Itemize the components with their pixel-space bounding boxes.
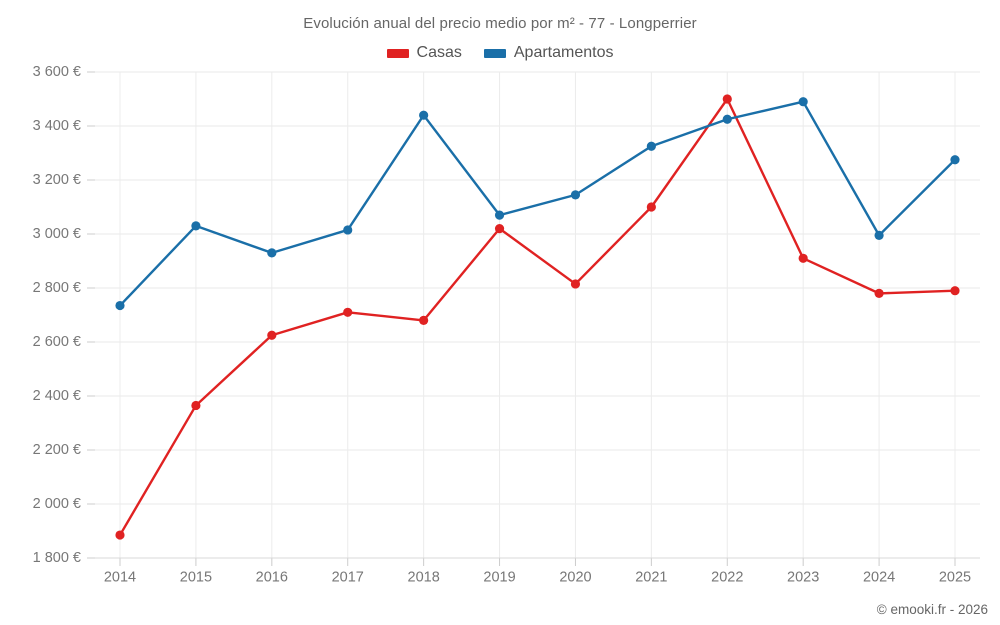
series-line-casas [118, 97, 957, 537]
data-point-apartamentos-2023[interactable] [798, 97, 808, 107]
data-point-apartamentos-2014[interactable] [115, 300, 125, 311]
x-tick-label: 2022 [711, 570, 743, 586]
data-point-apartamentos-2018[interactable] [419, 110, 429, 120]
x-tick-label: 2019 [483, 570, 515, 586]
data-point-apartamentos-2016[interactable] [267, 248, 277, 258]
series-layer [115, 94, 960, 540]
x-tick-label: 2021 [635, 570, 667, 586]
data-point-apartamentos-2024[interactable] [874, 230, 884, 240]
legend-swatch-apartamentos [483, 48, 506, 58]
data-point-casas-2019[interactable] [494, 224, 505, 234]
data-point-apartamentos-2019[interactable] [494, 210, 505, 220]
y-tick-label: 3 600 € [33, 64, 81, 80]
data-point-apartamentos-2021[interactable] [646, 141, 656, 151]
footer-credit: © emooki.fr - 2026 [876, 602, 988, 617]
x-tick-label: 2018 [408, 570, 440, 586]
data-point-casas-2017[interactable] [343, 307, 353, 317]
data-point-casas-2023[interactable] [798, 253, 808, 263]
y-tick-label: 2 400 € [33, 388, 81, 404]
x-tick-label: 2016 [256, 570, 288, 586]
x-tick-label: 2024 [863, 570, 895, 586]
data-point-apartamentos-2020[interactable] [570, 190, 581, 200]
y-tick-label: 2 000 € [33, 496, 81, 512]
y-tick-label: 2 200 € [33, 442, 81, 458]
series-line-apartamentos [118, 100, 957, 307]
data-point-apartamentos-2022[interactable] [722, 114, 732, 124]
chart-title: Evolución anual del precio medio por m² … [303, 15, 697, 32]
axis-layer [87, 71, 980, 566]
data-point-apartamentos-2017[interactable] [343, 225, 353, 235]
x-tick-label: 2014 [104, 570, 136, 586]
data-point-casas-2020[interactable] [570, 279, 581, 289]
y-tick-label: 3 200 € [33, 172, 81, 188]
legend-label-casas: Casas [416, 44, 462, 61]
data-point-casas-2016[interactable] [267, 330, 277, 340]
grid-layer [95, 71, 980, 559]
data-point-casas-2021[interactable] [646, 202, 656, 212]
y-tick-label: 3 000 € [33, 226, 81, 242]
data-point-casas-2015[interactable] [191, 400, 201, 411]
y-tick-label: 2 600 € [33, 334, 81, 350]
data-point-casas-2018[interactable] [419, 315, 429, 325]
x-tick-label: 2017 [332, 570, 364, 586]
x-axis-labels: 2014 2015 2016 2017 2018 2019 2020 2021 2022 2023… [104, 570, 971, 586]
x-tick-label: 2020 [559, 570, 591, 586]
x-tick-label: 2023 [787, 570, 819, 586]
legend-label-apartamentos: Apartamentos [513, 44, 614, 61]
y-tick-label: 2 800 € [33, 280, 81, 296]
data-point-casas-2024[interactable] [874, 288, 884, 298]
x-tick-label: 2015 [180, 570, 212, 586]
y-tick-label: 1 800 € [33, 550, 81, 566]
data-point-apartamentos-2015[interactable] [191, 221, 201, 231]
y-tick-label: 3 400 € [33, 118, 81, 134]
x-tick-label: 2025 [939, 570, 971, 586]
legend-item-apartamentos[interactable]: Apartamentos [483, 44, 614, 62]
data-point-apartamentos-2025[interactable] [950, 155, 960, 165]
y-axis-labels: 1 800 € 2 000 € 2 200 € 2 400 € 2 600 € 2 800… [33, 64, 81, 566]
data-point-casas-2025[interactable] [950, 286, 960, 296]
data-point-casas-2022[interactable] [722, 94, 732, 104]
legend-item-casas[interactable]: Casas [386, 44, 462, 62]
chart-legend: Casas Apartamentos [0, 44, 1000, 62]
data-point-casas-2014[interactable] [115, 530, 125, 540]
legend-swatch-casas [386, 48, 409, 58]
